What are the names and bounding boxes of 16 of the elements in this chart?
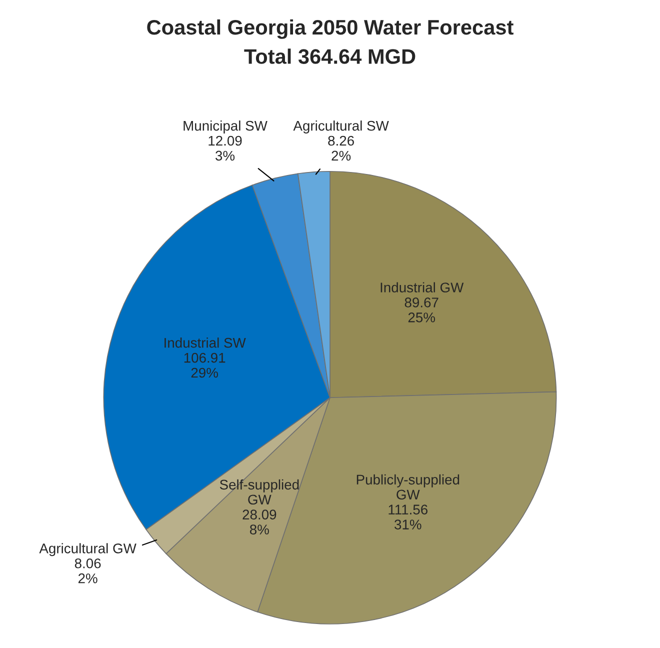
data-label: 28.09 8%	[242, 510, 276, 534]
chart-title: Coastal Georgia 2050 Water Forecast	[147, 19, 514, 39]
data-label: 106.91 29%	[184, 352, 226, 378]
slice-label: Publicly-supplied GW	[356, 474, 460, 500]
slice-label: Municipal SW	[184, 120, 268, 134]
slice-label: Self-supplied GW	[220, 479, 299, 505]
slice-label: Agricultural SW	[293, 120, 389, 134]
data-label: 111.56 31%	[388, 504, 428, 530]
slice-label: Industrial SW	[164, 338, 246, 348]
chart-subtitle: Total 364.64 MGD	[244, 48, 416, 64]
data-label: 8.06 2%	[74, 558, 101, 584]
data-label: 89.67 25%	[404, 298, 438, 322]
data-label: 12.09 3%	[208, 136, 242, 161]
slice-label: Industrial GW	[380, 282, 464, 292]
data-label: 8.26 2%	[328, 136, 354, 161]
slice-label: Agricultural GW	[39, 543, 136, 556]
